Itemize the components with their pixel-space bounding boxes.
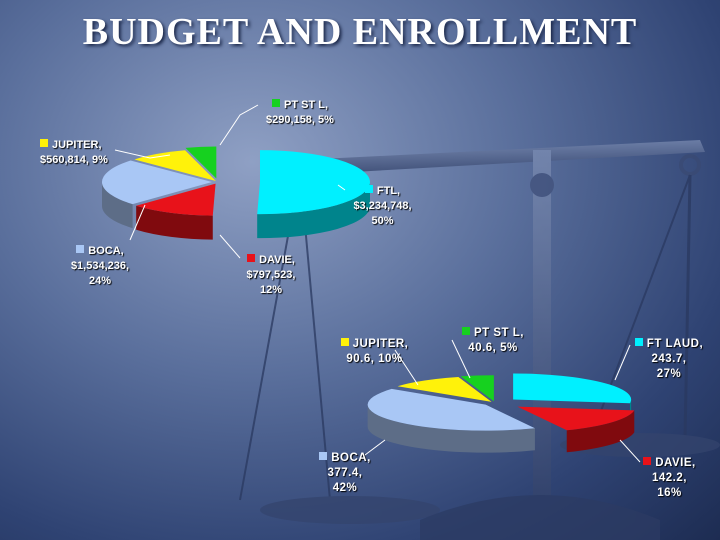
pie-slice-top	[257, 150, 370, 215]
pie-slice-ftl	[257, 150, 370, 239]
leader-line-ftlaud-enroll	[614, 344, 631, 381]
pie-slice-pt-st-l	[185, 146, 217, 179]
pie-slice-top	[185, 146, 217, 179]
jupiter-swatch	[340, 338, 349, 346]
pie-slice-wall	[566, 410, 635, 453]
pie-slice-wall	[367, 404, 535, 453]
enrollment-label-boca: BOCA, 377.4, 42%	[310, 451, 380, 496]
enrollment-label-jupiter: JUPITER, 90.6, 10%	[332, 337, 417, 367]
leader-line-ftl-budget	[337, 184, 346, 191]
pie-slice-top	[397, 376, 492, 402]
pie-slice-boca	[367, 388, 535, 453]
enrollment-label-ptstl: PT ST L, 40.6, 5%	[448, 326, 538, 356]
pie-slice-top	[102, 160, 213, 205]
pie-slice-top	[367, 388, 535, 431]
leader-line-ptstl-budget	[219, 104, 259, 146]
boca-swatch	[76, 245, 85, 253]
budget-label-davie: DAVIE, $797,523, 12%	[246, 254, 296, 296]
enrollment-label-ftlaud: FT LAUD, 243.7, 27%	[624, 337, 714, 382]
leader-line-ptstl-enroll	[451, 339, 471, 379]
davie-swatch	[247, 254, 256, 262]
ptstl-swatch	[272, 99, 280, 107]
leader-line-boca-budget	[129, 204, 146, 241]
pie-slice-top	[517, 406, 635, 431]
leader-line-jupiter-enroll	[394, 349, 419, 386]
boca-swatch	[319, 452, 328, 460]
pie-slice-davie	[517, 406, 635, 453]
budget-label-ptstl: PT ST L, $290,158, 5%	[266, 99, 334, 126]
budget-label-jupiter: JUPITER, $560,814, 9%	[40, 139, 108, 166]
pie-slice-wall	[102, 182, 133, 229]
pie-slice-wall	[257, 182, 370, 239]
pie-slice-top	[136, 183, 216, 216]
leader-line-davie-budget	[219, 234, 241, 259]
pie-slice-jupiter	[134, 150, 216, 182]
ftlaud-swatch	[634, 338, 643, 346]
pie-slice-top	[134, 150, 216, 182]
pie-slice-boca	[102, 160, 213, 229]
leader-line-boca-enroll	[364, 439, 386, 456]
page-title: BUDGET AND ENROLLMENT	[82, 11, 638, 53]
ptstl-swatch	[462, 327, 470, 335]
budget-label-ftl: FTL, $3,234,748, 50%	[353, 185, 412, 227]
enrollment-label-davie: DAVIE, 142.2, 16%	[632, 456, 707, 501]
ftl-swatch	[364, 185, 373, 193]
davie-swatch	[643, 457, 652, 465]
pie-slice-davie	[136, 183, 216, 240]
jupiter-swatch	[40, 139, 48, 147]
pie-slice-pt-st-l	[460, 375, 494, 402]
pie-slice-wall	[136, 205, 213, 240]
pie-slice-top	[513, 373, 632, 404]
leader-line-jupiter-budget	[114, 149, 171, 159]
budget-label-boca: BOCA, $1,534,236, 24%	[70, 245, 130, 287]
pie-slice-top	[460, 375, 494, 402]
pie-slice-jupiter	[397, 376, 492, 402]
leader-line-davie-enroll	[619, 439, 641, 463]
